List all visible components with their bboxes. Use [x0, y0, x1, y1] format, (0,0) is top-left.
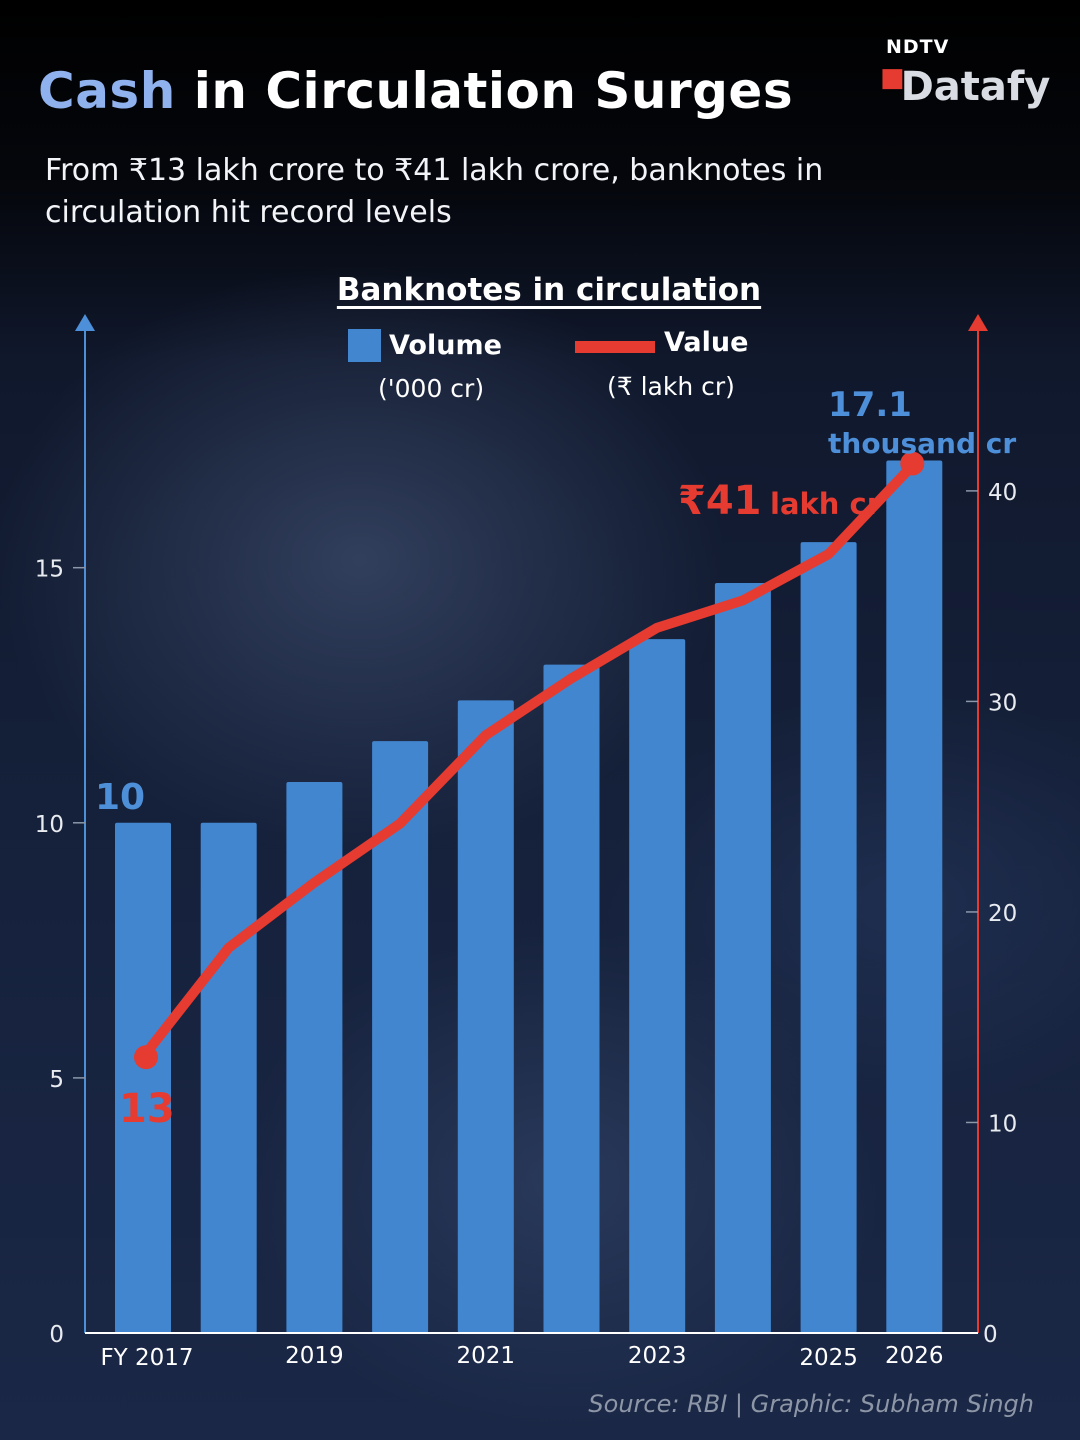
source-credit: Source: RBI | Graphic: Subham Singh — [588, 1390, 1034, 1418]
x-tick-label: 2021 — [457, 1343, 516, 1369]
first-bar-label: 10 — [95, 777, 145, 818]
x-tick-label: 2026 — [885, 1343, 944, 1369]
right-tick-label: 0 — [983, 1322, 998, 1348]
chart-title: Banknotes in circulation — [336, 272, 762, 308]
legend-volume-swatch — [348, 329, 381, 362]
last-point-value-label: ₹41 — [678, 478, 762, 524]
subtitle: From ₹13 lakh crore to ₹41 lakh crore, b… — [45, 153, 824, 230]
value-line — [138, 458, 920, 1063]
last-bar-unit-label: thousand cr — [828, 427, 1016, 460]
bar-volume-2022 — [543, 664, 600, 1333]
bar-volume-2019 — [286, 781, 343, 1333]
bar-volume-2023 — [629, 639, 686, 1333]
logo-ndtv: NDTV — [886, 36, 950, 58]
bar-volume-2026 — [886, 460, 943, 1333]
legend-value-label: Value — [664, 327, 749, 358]
right-tick-label: 20 — [988, 901, 1017, 927]
bar-volume-2025 — [800, 542, 857, 1333]
title-accent: Cash — [38, 62, 176, 120]
logo-datafy: Datafy — [900, 64, 1051, 110]
bar-volume-2021 — [457, 700, 514, 1333]
logo-dot-icon: ■ — [880, 63, 905, 93]
bar-volume-fy-2017 — [115, 822, 171, 1333]
left-tick-label: 10 — [35, 812, 64, 838]
right-axis-arrow-icon — [968, 314, 988, 331]
x-tick-label: 2019 — [285, 1343, 344, 1369]
last-bar-value-label: 17.1 — [828, 385, 912, 425]
left-tick-label: 5 — [49, 1067, 64, 1093]
left-tick-label: 15 — [35, 557, 64, 583]
bar-volume-2018 — [200, 822, 257, 1333]
legend-value-unit: (₹ lakh cr) — [607, 372, 735, 401]
ndtv-datafy-logo: NDTV ■Datafy — [880, 36, 1050, 107]
x-tick-label: 2025 — [799, 1345, 858, 1371]
page-title: Cash in Circulation Surges — [38, 62, 793, 120]
right-tick-label: 10 — [988, 1111, 1017, 1137]
legend-value-swatch — [575, 341, 655, 353]
right-tick-label: 30 — [988, 690, 1017, 716]
x-tick-label: FY 2017 — [100, 1345, 193, 1371]
last-point-unit-label: lakh cr — [770, 487, 882, 521]
x-tick-label: 2023 — [628, 1343, 687, 1369]
bar-volume-2020 — [372, 741, 429, 1333]
legend-volume-unit: ('000 cr) — [378, 374, 485, 403]
title-rest: in Circulation Surges — [193, 62, 794, 120]
legend-volume-label: Volume — [389, 330, 502, 361]
right-tick-label: 40 — [988, 480, 1017, 506]
left-tick-label: 0 — [49, 1322, 64, 1348]
left-axis-arrow-icon — [75, 314, 95, 331]
first-point-label: 13 — [119, 1086, 175, 1132]
bar-volume-2024 — [714, 583, 771, 1333]
value-point-first — [134, 1045, 158, 1070]
value-point-last — [900, 451, 925, 476]
